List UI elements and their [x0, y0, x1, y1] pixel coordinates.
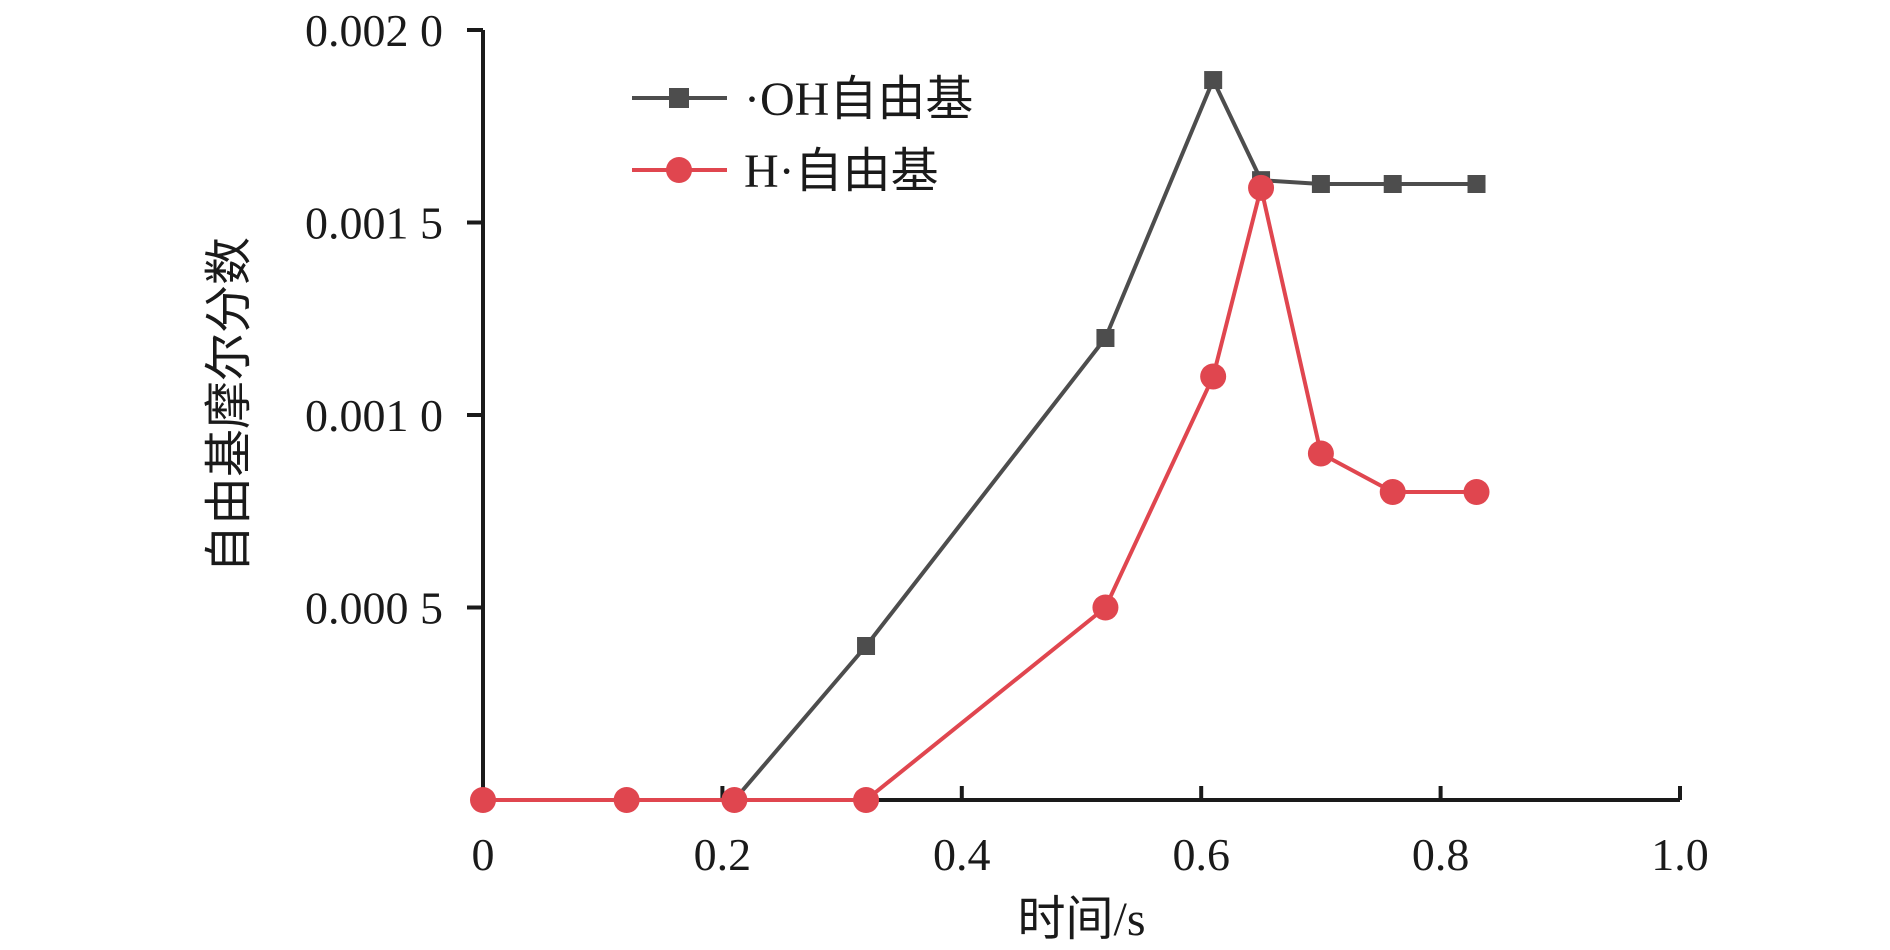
legend-item: ·OH自由基 [632, 73, 973, 126]
x-tick-label: 0.6 [1172, 829, 1230, 880]
data-point [721, 787, 748, 813]
y-tick-label: 0.001 0 [305, 390, 443, 441]
axes [481, 30, 1680, 802]
data-point [1311, 175, 1330, 193]
data-point [1200, 363, 1227, 390]
data-point [1383, 175, 1402, 193]
y-tick-label: 0.002 0 [305, 5, 443, 56]
legend-item: H·自由基 [632, 145, 939, 198]
data-point [1307, 440, 1334, 467]
data-point [1092, 594, 1119, 621]
legend-label: ·OH自由基 [744, 73, 973, 126]
legend-marker [669, 88, 689, 108]
y-tick-label: 0.000 5 [305, 583, 443, 634]
x-axis-title: 时间/s [1017, 893, 1145, 946]
x-tick-label: 0.2 [694, 829, 752, 880]
data-point [1379, 479, 1406, 505]
legend-marker [666, 157, 692, 183]
data-point [857, 637, 876, 655]
x-tick-label: 0.8 [1412, 829, 1470, 880]
data-point [1096, 329, 1115, 347]
data-point [470, 787, 496, 813]
x-tick-label: 1.0 [1651, 829, 1709, 880]
ticks: 0 0.2 0.4 0.6 0.8 1.0 0.000 5 0.001 0 0.001 5 0.0… [305, 5, 1709, 880]
data-point [1248, 174, 1275, 201]
legend: ·OH自由基 H·自由基 [632, 73, 973, 198]
x-tick-label: 0.4 [933, 829, 991, 880]
data-point [853, 787, 880, 813]
series-line [483, 185, 1477, 802]
data-point [613, 787, 640, 813]
y-axis-title: 自由基摩尔分数 [203, 237, 256, 573]
legend-label: H·自由基 [744, 145, 939, 198]
series-line [732, 78, 1477, 802]
data-point [1467, 175, 1486, 193]
series-2 [470, 174, 1490, 813]
y-tick-label: 0.001 5 [305, 198, 443, 249]
series-layer [470, 71, 1490, 813]
data-point [1204, 71, 1223, 90]
x-tick-label: 0 [472, 829, 495, 880]
data-point [1463, 479, 1490, 505]
